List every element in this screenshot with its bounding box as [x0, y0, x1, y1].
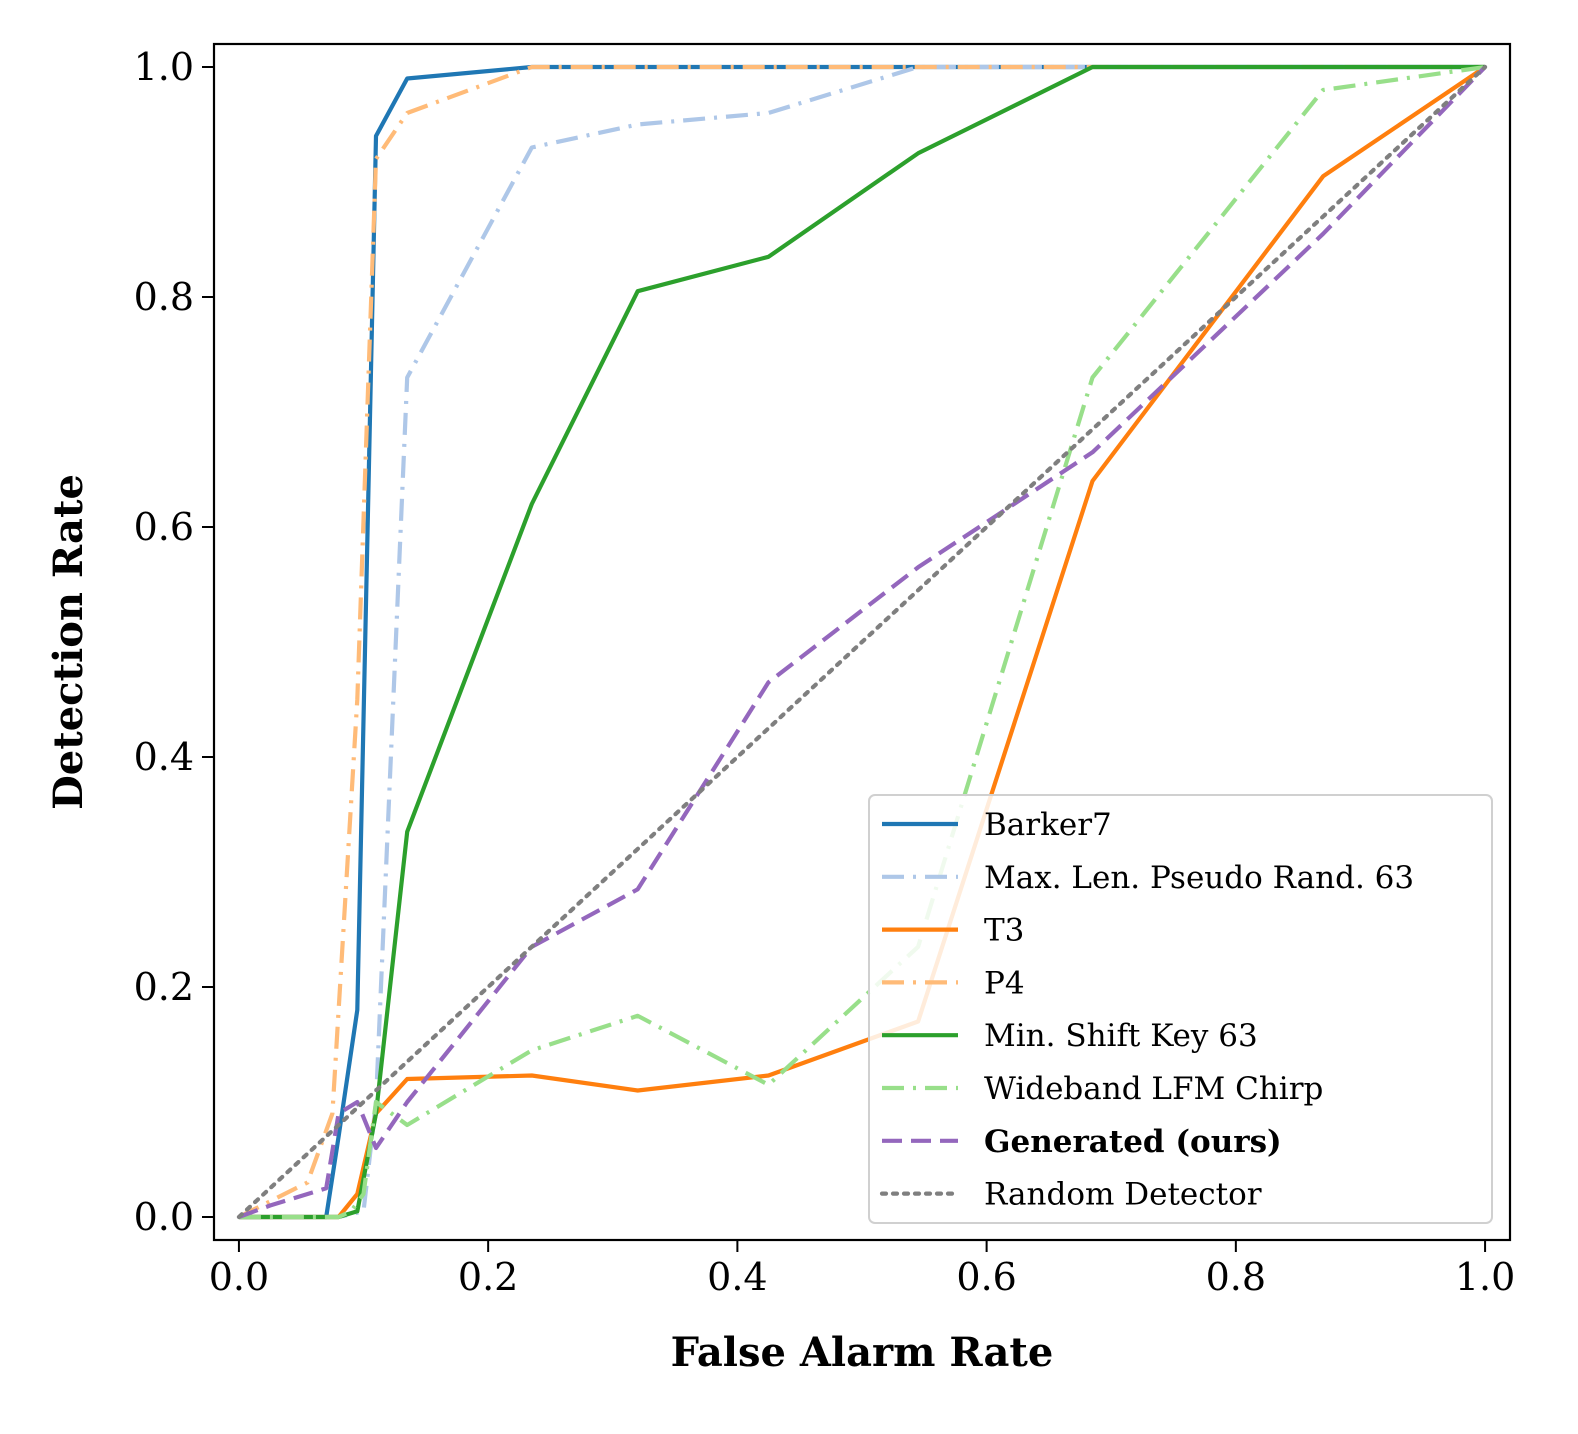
series-line-7	[236, 64, 1488, 1220]
legend-label-7: Random Detector	[984, 1177, 1262, 1213]
y-tick-label: 0.8	[134, 275, 194, 319]
x-tick-label: 0.6	[956, 1255, 1016, 1299]
legend-box	[868, 794, 1493, 1224]
plot-frame	[212, 42, 1512, 1242]
y-tick-label: 0.0	[134, 1195, 194, 1239]
series-line-3	[237, 64, 1486, 1219]
legend-label-6: Generated (ours)	[984, 1124, 1282, 1160]
y-tick-label: 0.6	[134, 505, 194, 549]
x-axis-title: False Alarm Rate	[671, 1329, 1054, 1376]
series-layer	[236, 64, 1488, 1220]
legend-label-4: Min. Shift Key 63	[984, 1018, 1258, 1054]
series-line-6	[238, 65, 1487, 1219]
y-tick-label: 0.4	[134, 735, 194, 779]
tick-layer: 0.0 0.2 0.4 0.6 0.8 1.0 0.0 0.2 0.4 0.6 0.8 1.0	[134, 45, 1516, 1299]
x-tick-label: 0.2	[458, 1255, 518, 1299]
series-line-4	[238, 64, 1486, 1220]
y-tick-label: 1.0	[134, 45, 194, 89]
y-tick-label: 0.2	[134, 965, 194, 1009]
legend-label-5: Wideband LFM Chirp	[984, 1071, 1323, 1107]
series-line-1	[238, 64, 1486, 1220]
x-tick-label: 0.0	[209, 1255, 269, 1299]
legend-label-1: Max. Len. Pseudo Rand. 63	[984, 860, 1414, 896]
legend-label-2: T3	[984, 913, 1024, 949]
series-line-2	[238, 65, 1487, 1220]
series-line-5	[238, 64, 1486, 1220]
x-tick-label: 0.4	[707, 1255, 767, 1299]
legend-label-0: Barker7	[984, 807, 1112, 843]
series-line-0	[238, 64, 1486, 1220]
x-tick-label: 0.8	[1206, 1255, 1266, 1299]
y-axis-title: Detection Rate	[45, 474, 92, 810]
x-tick-label: 1.0	[1455, 1255, 1515, 1299]
legend: Barker7 Max. Len. Pseudo Rand. 63 T3 P4 Min.…	[868, 794, 1493, 1224]
legend-label-3: P4	[984, 965, 1025, 1001]
